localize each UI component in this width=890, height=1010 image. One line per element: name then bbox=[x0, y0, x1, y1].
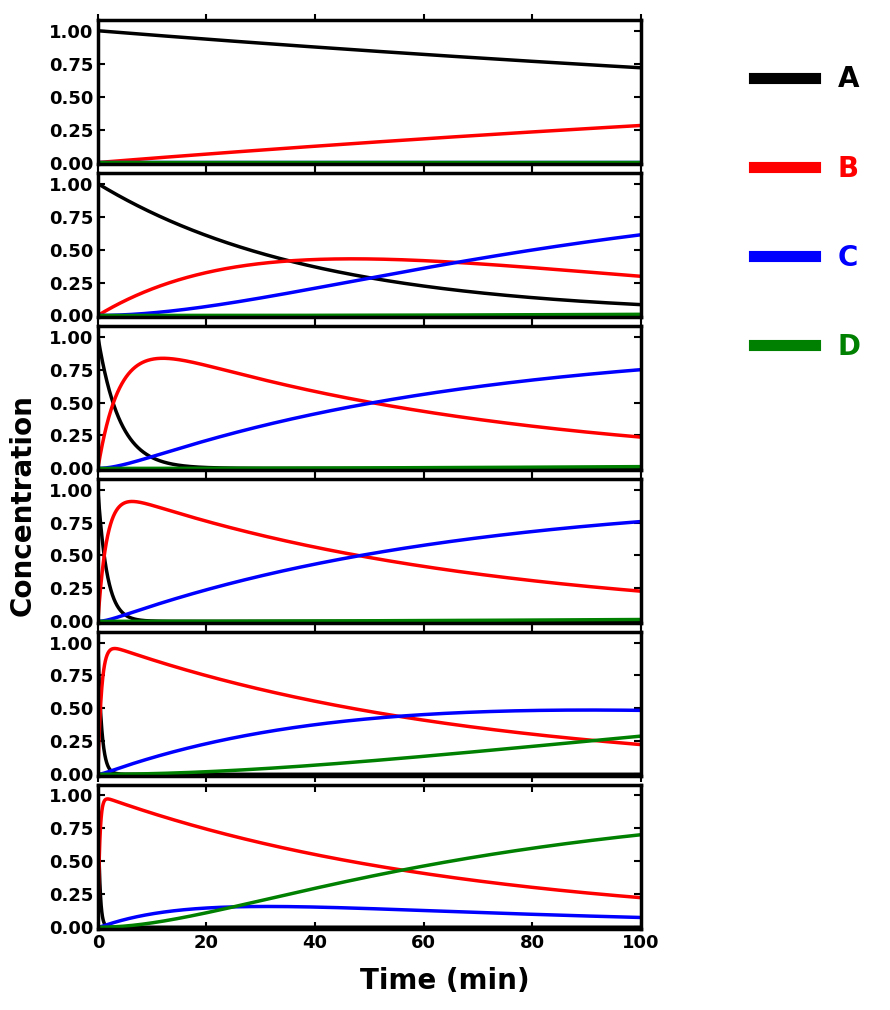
Legend: A, B, C, D: A, B, C, D bbox=[743, 55, 871, 372]
Text: Concentration: Concentration bbox=[8, 394, 36, 616]
Text: Time (min): Time (min) bbox=[360, 967, 530, 995]
